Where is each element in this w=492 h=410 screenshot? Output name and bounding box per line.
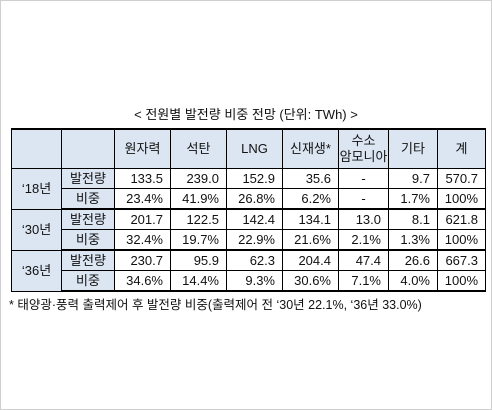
value-cell: 133.5 bbox=[114, 168, 171, 189]
value-cell: 95.9 bbox=[170, 249, 227, 271]
value-cell: 1.7% bbox=[388, 188, 438, 210]
metric-label: 비중 bbox=[61, 229, 115, 251]
value-cell: 9.3% bbox=[226, 270, 283, 292]
header-renewable: 신재생* bbox=[282, 128, 339, 169]
table-row: 비중 32.4% 19.7% 22.9% 21.6% 2.1% 1.3% 100… bbox=[12, 229, 486, 251]
table-row: ‘30년 발전량 201.7 122.5 142.4 134.1 13.0 8.… bbox=[11, 208, 486, 251]
value-cell: 100% bbox=[437, 229, 486, 251]
header-hydrogen-ammonia: 수소 암모니아 bbox=[338, 128, 389, 169]
value-cell: 201.7 bbox=[114, 208, 171, 230]
header-other: 기타 bbox=[388, 128, 438, 169]
value-cell: 2.1% bbox=[338, 229, 389, 251]
value-cell: 62.3 bbox=[226, 249, 283, 271]
table-row: 비중 34.6% 14.4% 9.3% 30.6% 7.1% 4.0% 100% bbox=[12, 270, 486, 292]
value-cell: 621.8 bbox=[437, 208, 486, 230]
value-cell: 13.0 bbox=[338, 208, 389, 230]
value-cell: 230.7 bbox=[114, 249, 171, 271]
value-cell: 22.9% bbox=[226, 229, 283, 251]
value-cell: 4.0% bbox=[388, 270, 438, 292]
header-hydrogen-line1: 수소 bbox=[351, 133, 376, 148]
value-cell: 26.8% bbox=[226, 188, 283, 210]
value-cell: 34.6% bbox=[114, 270, 171, 292]
value-cell: 32.4% bbox=[114, 229, 171, 251]
value-cell: 570.7 bbox=[437, 168, 486, 189]
value-cell: 23.4% bbox=[114, 188, 171, 210]
value-cell: 19.7% bbox=[170, 229, 227, 251]
header-blank-metric bbox=[61, 128, 115, 169]
power-mix-table: 원자력 석탄 LNG 신재생* 수소 암모니아 기타 계 ‘18년 발전량 13… bbox=[11, 128, 486, 292]
value-cell: 47.4 bbox=[338, 249, 389, 271]
value-cell: 667.3 bbox=[437, 249, 486, 271]
value-cell: 21.6% bbox=[282, 229, 339, 251]
value-cell: 100% bbox=[437, 188, 486, 210]
header-nuclear: 원자력 bbox=[114, 128, 171, 169]
value-cell: 142.4 bbox=[226, 208, 283, 230]
metric-label: 발전량 bbox=[61, 168, 115, 189]
value-cell: - bbox=[338, 168, 389, 189]
value-cell: 100% bbox=[437, 270, 486, 292]
value-cell: 30.6% bbox=[282, 270, 339, 292]
value-cell: 122.5 bbox=[170, 208, 227, 230]
value-cell: 35.6 bbox=[282, 168, 339, 189]
metric-label: 발전량 bbox=[61, 249, 115, 271]
header-hydrogen-line2: 암모니아 bbox=[339, 149, 388, 164]
year-cell: ‘18년 bbox=[11, 168, 62, 210]
value-cell: 1.3% bbox=[388, 229, 438, 251]
value-cell: 7.1% bbox=[338, 270, 389, 292]
value-cell: 152.9 bbox=[226, 168, 283, 189]
metric-label: 비중 bbox=[61, 270, 115, 292]
metric-label: 비중 bbox=[61, 188, 115, 210]
value-cell: 41.9% bbox=[170, 188, 227, 210]
value-cell: 14.4% bbox=[170, 270, 227, 292]
table-row: ‘18년 발전량 133.5 239.0 152.9 35.6 - 9.7 57… bbox=[11, 168, 486, 210]
header-total: 계 bbox=[437, 128, 486, 169]
header-coal: 석탄 bbox=[170, 128, 227, 169]
header-row: 원자력 석탄 LNG 신재생* 수소 암모니아 기타 계 bbox=[11, 128, 486, 169]
value-cell: 239.0 bbox=[170, 168, 227, 189]
year-cell: ‘36년 bbox=[11, 249, 62, 292]
value-cell: 134.1 bbox=[282, 208, 339, 230]
header-blank-year bbox=[11, 128, 62, 169]
value-cell: 9.7 bbox=[388, 168, 438, 189]
metric-label: 발전량 bbox=[61, 208, 115, 230]
value-cell: 8.1 bbox=[388, 208, 438, 230]
value-cell: - bbox=[338, 188, 389, 210]
value-cell: 204.4 bbox=[282, 249, 339, 271]
year-cell: ‘30년 bbox=[11, 208, 62, 251]
table-row: ‘36년 발전량 230.7 95.9 62.3 204.4 47.4 26.6… bbox=[11, 249, 486, 292]
header-lng: LNG bbox=[226, 128, 283, 169]
value-cell: 6.2% bbox=[282, 188, 339, 210]
footnote: * 태양광·풍력 출력제어 후 발전량 비중(출력제어 전 ‘30년 22.1%… bbox=[9, 298, 422, 312]
table-caption: < 전원별 발전량 비중 전망 (단위: TWh) > bbox=[134, 107, 358, 122]
value-cell: 26.6 bbox=[388, 249, 438, 271]
table-row: 비중 23.4% 41.9% 26.8% 6.2% - 1.7% 100% bbox=[12, 188, 486, 210]
